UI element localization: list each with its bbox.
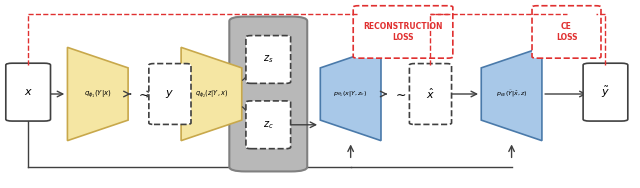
Text: $\sim$: $\sim$ [136,87,149,101]
Text: $\tilde{y}$: $\tilde{y}$ [601,85,610,100]
Polygon shape [481,47,542,141]
Text: $z_c$: $z_c$ [263,119,274,131]
Text: $p_{\theta_1}(x|Y,z_c)$: $p_{\theta_1}(x|Y,z_c)$ [333,89,368,99]
Text: $x$: $x$ [24,87,33,97]
FancyBboxPatch shape [353,6,453,58]
Text: $y$: $y$ [165,88,175,100]
Text: $q_{\phi_1}(Y|x)$: $q_{\phi_1}(Y|x)$ [84,88,112,100]
Polygon shape [320,47,381,141]
FancyBboxPatch shape [6,63,51,121]
Text: $q_{\phi_2}(z|Y,x)$: $q_{\phi_2}(z|Y,x)$ [195,88,228,100]
FancyBboxPatch shape [583,63,628,121]
Text: $z_s$: $z_s$ [263,54,273,65]
Polygon shape [181,47,242,141]
FancyBboxPatch shape [246,36,291,83]
FancyBboxPatch shape [532,6,601,58]
Text: CE
LOSS: CE LOSS [556,22,577,42]
Text: $\sim$: $\sim$ [393,87,406,101]
FancyBboxPatch shape [229,17,307,171]
FancyBboxPatch shape [149,64,191,124]
Text: $p_{\theta_2}(\tilde{Y}|\hat{x},z)$: $p_{\theta_2}(\tilde{Y}|\hat{x},z)$ [495,89,527,99]
Text: RECONSTRUCTION
LOSS: RECONSTRUCTION LOSS [364,22,443,42]
FancyBboxPatch shape [246,101,291,149]
Text: $\hat{x}$: $\hat{x}$ [426,87,435,101]
Polygon shape [67,47,128,141]
FancyBboxPatch shape [410,64,452,124]
